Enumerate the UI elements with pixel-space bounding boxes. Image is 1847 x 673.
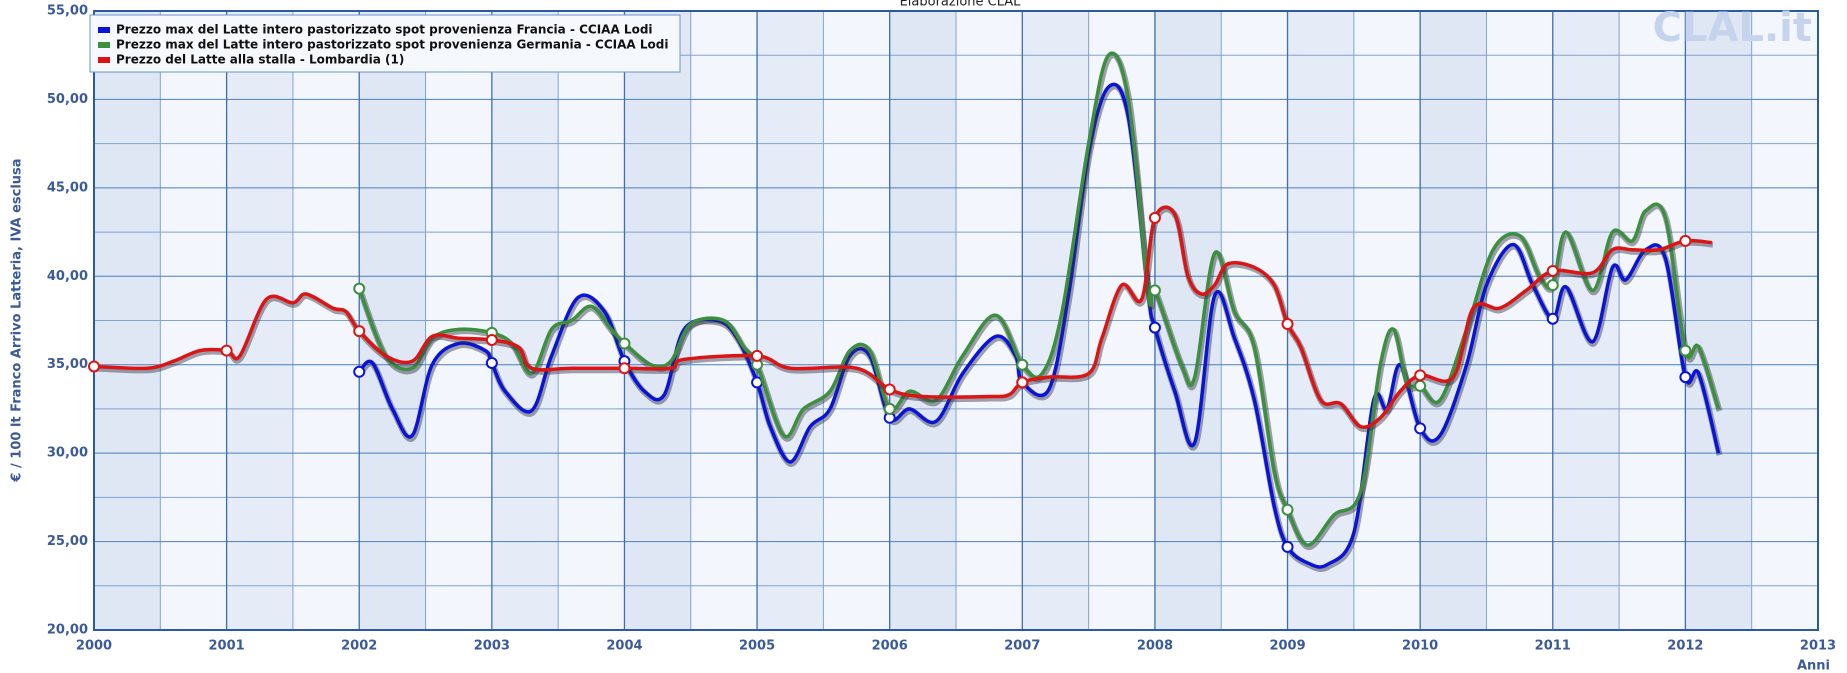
watermark: CLAL.it xyxy=(1653,5,1812,51)
y-tick-label: 50,00 xyxy=(47,92,88,107)
point-marker xyxy=(1281,540,1294,553)
point-marker xyxy=(220,344,233,357)
x-tick-label: 2008 xyxy=(1137,639,1173,654)
x-tick-label: 2004 xyxy=(606,639,642,654)
x-tick-label: 2005 xyxy=(739,639,775,654)
x-axis-label: Anni xyxy=(1797,659,1830,673)
chart-title: Elaborazione CLAL xyxy=(900,0,1022,10)
legend-swatch xyxy=(98,27,110,33)
point-marker xyxy=(1679,344,1692,357)
plot-border xyxy=(93,10,1819,631)
point-marker xyxy=(618,337,631,350)
lines xyxy=(88,51,1723,572)
point-marker xyxy=(1546,264,1559,277)
x-tick-label: 2007 xyxy=(1004,639,1040,654)
series-line xyxy=(93,205,1713,429)
x-tick-label: 2010 xyxy=(1402,639,1438,654)
x-tick-label: 2002 xyxy=(341,639,377,654)
y-tick-label: 30,00 xyxy=(47,446,88,461)
point-marker xyxy=(1679,234,1692,247)
point-marker xyxy=(353,282,366,295)
y-tick-label: 55,00 xyxy=(47,4,88,19)
point-marker xyxy=(1281,318,1294,331)
legend-label: Prezzo max del Latte intero pastorizzato… xyxy=(116,38,668,52)
y-tick-label: 20,00 xyxy=(47,623,88,638)
x-tick-label: 2013 xyxy=(1800,639,1836,654)
legend-swatch xyxy=(98,57,110,63)
point-marker xyxy=(751,349,764,362)
point-marker xyxy=(883,402,896,415)
point-marker xyxy=(1414,369,1427,382)
point-marker xyxy=(1148,321,1161,334)
y-tick-label: 40,00 xyxy=(47,269,88,284)
legend: Prezzo max del Latte intero pastorizzato… xyxy=(89,14,681,73)
x-tick-label: 2000 xyxy=(76,639,112,654)
legend-label: Prezzo max del Latte intero pastorizzato… xyxy=(116,23,653,37)
y-axis-label: € / 100 lt Franco Arrivo Latteria, IVA e… xyxy=(10,158,25,482)
point-marker xyxy=(1679,371,1692,384)
point-marker xyxy=(1016,376,1029,389)
point-marker xyxy=(1414,422,1427,435)
y-tick-label: 35,00 xyxy=(47,357,88,372)
x-tick-label: 2006 xyxy=(872,639,908,654)
point-marker xyxy=(353,365,366,378)
legend-box xyxy=(89,14,681,73)
point-marker xyxy=(88,360,100,373)
y-tick-label: 25,00 xyxy=(47,534,88,549)
x-tick-label: 2011 xyxy=(1535,639,1571,654)
x-tick-label: 2003 xyxy=(474,639,510,654)
point-marker xyxy=(1016,358,1029,371)
point-marker xyxy=(1281,503,1294,516)
x-tick-label: 2012 xyxy=(1667,639,1703,654)
point-marker xyxy=(1148,284,1161,297)
series-line xyxy=(357,51,1721,547)
legend-label: Prezzo del Latte alla stalla - Lombardia… xyxy=(116,53,404,67)
point-marker xyxy=(353,325,366,338)
point-marker xyxy=(1546,279,1559,292)
x-tick-label: 2009 xyxy=(1269,639,1305,654)
legend-swatch xyxy=(98,42,110,48)
point-marker xyxy=(485,333,498,346)
point-marker xyxy=(485,356,498,369)
point-marker xyxy=(618,362,631,375)
x-tick-label: 2001 xyxy=(209,639,245,654)
point-marker xyxy=(1148,211,1161,224)
point-marker xyxy=(1546,312,1559,325)
point-marker xyxy=(883,383,896,396)
y-tick-label: 45,00 xyxy=(47,180,88,195)
series-line xyxy=(357,82,1721,569)
